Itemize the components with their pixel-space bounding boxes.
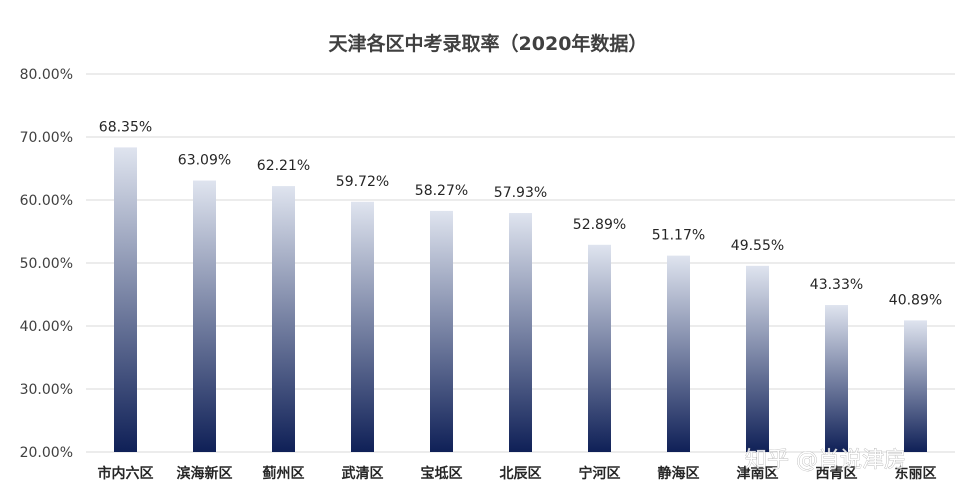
x-tick-label: 西青区	[816, 465, 858, 482]
y-tick-label: 40.00%	[20, 319, 73, 335]
data-labels: 68.35% 63.09% 62.21% 59.72% 58.27% 57.93% 52.8…	[99, 119, 942, 308]
y-tick-label: 20.00%	[20, 445, 73, 461]
data-label: 58.27%	[415, 183, 468, 199]
y-tick-label: 60.00%	[20, 193, 73, 209]
y-tick-label: 80.00%	[20, 67, 73, 83]
x-tick-label: 市内六区	[98, 465, 154, 482]
data-label: 59.72%	[336, 174, 389, 190]
data-label: 62.21%	[257, 158, 310, 174]
x-axis-ticks: 市内六区 滨海新区 蓟州区 武清区 宝坻区 北辰区 宁河区 静海区 津南区 西青区 东丽区	[98, 465, 937, 482]
data-label: 68.35%	[99, 119, 152, 135]
x-tick-label: 静海区	[658, 465, 700, 482]
data-label: 52.89%	[573, 217, 626, 233]
x-tick-label: 滨海新区	[177, 465, 233, 482]
bar	[430, 210, 453, 452]
bar	[904, 320, 927, 452]
bar	[588, 244, 611, 452]
watermark: 知乎 @肖说津房	[745, 448, 906, 473]
bar	[667, 255, 690, 452]
x-tick-label: 武清区	[342, 465, 384, 482]
x-tick-label: 蓟州区	[262, 465, 305, 482]
data-label: 43.33%	[810, 277, 863, 293]
chart-title: 天津各区中考录取率（2020年数据）	[329, 32, 648, 55]
y-tick-label: 50.00%	[20, 256, 73, 272]
bar	[825, 305, 848, 452]
x-tick-label: 宁河区	[579, 465, 621, 482]
x-tick-label: 宝坻区	[421, 465, 463, 482]
x-tick-label: 津南区	[737, 465, 779, 482]
y-axis-ticks: 20.00% 30.00% 40.00% 50.00% 60.00% 70.00% 80.0…	[20, 67, 73, 461]
bar	[193, 180, 216, 452]
data-label: 57.93%	[494, 185, 547, 201]
bar	[746, 265, 769, 452]
y-tick-label: 70.00%	[20, 130, 73, 146]
data-label: 40.89%	[889, 292, 942, 308]
data-label: 51.17%	[652, 228, 705, 244]
y-tick-label: 30.00%	[20, 382, 73, 398]
x-tick-label: 北辰区	[500, 466, 542, 482]
bar	[509, 213, 532, 452]
x-tick-label: 东丽区	[895, 465, 937, 482]
bars	[114, 147, 927, 452]
bar	[351, 201, 374, 452]
data-label: 63.09%	[178, 153, 231, 169]
data-label: 49.55%	[731, 238, 784, 254]
bar	[114, 147, 137, 452]
bar	[272, 186, 295, 452]
